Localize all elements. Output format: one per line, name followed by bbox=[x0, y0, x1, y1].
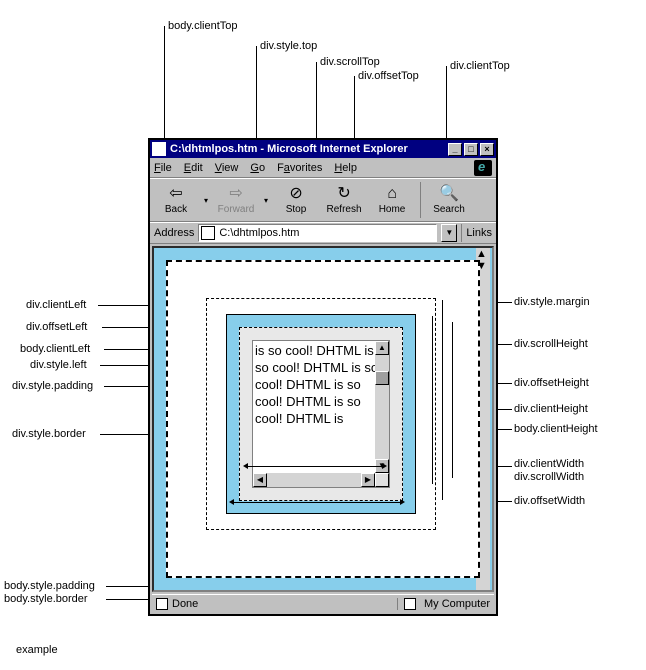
label-body-clientHeight: body.clientHeight bbox=[514, 423, 598, 435]
label-div-offsetHeight: div.offsetHeight bbox=[514, 377, 589, 389]
label-div-style-padding: div.style.padding bbox=[12, 380, 93, 392]
label-body-clientLeft: body.clientLeft bbox=[20, 343, 90, 355]
refresh-button[interactable]: ↻Refresh bbox=[324, 186, 364, 215]
search-button[interactable]: 🔍Search bbox=[429, 186, 469, 215]
menu-favorites[interactable]: Favorites bbox=[277, 162, 322, 174]
label-body-style-padding: body.style.padding bbox=[4, 580, 95, 592]
home-button[interactable]: ⌂Home bbox=[372, 186, 412, 215]
scroll-corner bbox=[375, 473, 389, 487]
zone-text: My Computer bbox=[424, 598, 490, 610]
arrow bbox=[243, 463, 248, 469]
menu-go[interactable]: Go bbox=[250, 162, 265, 174]
maximize-button[interactable]: □ bbox=[464, 143, 478, 156]
div-text: is so cool! DHTML is so cool! DHTML is s… bbox=[255, 343, 378, 426]
address-field[interactable]: C:\dhtmlpos.htm bbox=[198, 224, 437, 242]
label-div-clientTop: div.clientTop bbox=[450, 60, 510, 72]
scroll-right-button[interactable]: ▶ bbox=[361, 473, 375, 487]
menu-view[interactable]: View bbox=[215, 162, 239, 174]
status-icon bbox=[156, 598, 168, 610]
label-body-clientTop: body.clientTop bbox=[168, 20, 238, 32]
menubar: File Edit View Go Favorites Help bbox=[150, 158, 496, 178]
ie-logo-icon bbox=[474, 160, 492, 176]
links-label[interactable]: Links bbox=[466, 227, 492, 239]
label-div-scrollTop: div.scrollTop bbox=[320, 56, 380, 68]
arrow bbox=[229, 499, 234, 505]
label-div-scrollWidth: div.scrollWidth bbox=[514, 471, 584, 483]
div-padding-box: is so cool! DHTML is so cool! DHTML is s… bbox=[239, 327, 403, 501]
label-div-offsetTop: div.offsetTop bbox=[358, 70, 419, 82]
window-title: C:\dhtmlpos.htm - Microsoft Internet Exp… bbox=[170, 143, 408, 155]
address-label: Address bbox=[154, 227, 194, 239]
label-div-clientHeight: div.clientHeight bbox=[514, 403, 588, 415]
label-div-style-left: div.style.left bbox=[30, 359, 87, 371]
div-scrollbar-vertical[interactable]: ▲ ▼ bbox=[375, 341, 389, 473]
dim-div-clientHeight bbox=[452, 322, 453, 478]
arrow bbox=[400, 499, 405, 505]
scroll-up-button[interactable]: ▲ bbox=[375, 341, 389, 355]
label-div-style-border: div.style.border bbox=[12, 428, 86, 440]
page-icon bbox=[201, 226, 215, 240]
label-div-style-top: div.style.top bbox=[260, 40, 317, 52]
leader bbox=[104, 349, 154, 350]
ie-window: C:\dhtmlpos.htm - Microsoft Internet Exp… bbox=[148, 138, 498, 616]
scroll-left-button[interactable]: ◀ bbox=[253, 473, 267, 487]
div-element: is so cool! DHTML is so cool! DHTML is s… bbox=[226, 314, 416, 514]
address-value: C:\dhtmlpos.htm bbox=[219, 227, 299, 239]
label-div-clientLeft: div.clientLeft bbox=[26, 299, 86, 311]
titlebar: C:\dhtmlpos.htm - Microsoft Internet Exp… bbox=[150, 140, 496, 158]
dim-div-offsetWidth bbox=[232, 502, 402, 503]
dim-div-clientWidth bbox=[246, 466, 384, 467]
label-div-style-margin: div.style.margin bbox=[514, 296, 590, 308]
status-text: Done bbox=[172, 598, 198, 610]
arrow bbox=[382, 463, 387, 469]
address-bar: Address C:\dhtmlpos.htm ▼ Links bbox=[150, 222, 496, 244]
label-div-offsetWidth: div.offsetWidth bbox=[514, 495, 585, 507]
caption: example bbox=[16, 644, 58, 656]
close-button[interactable]: × bbox=[480, 143, 494, 156]
div-scrollbar-horizontal[interactable]: ◀ ▶ bbox=[253, 473, 389, 487]
toolbar: ⇦Back ▾ ⇨Forward ▾ ⊘Stop ↻Refresh ⌂Home … bbox=[150, 178, 496, 222]
address-dropdown-button[interactable]: ▼ bbox=[441, 224, 457, 242]
minimize-button[interactable]: _ bbox=[448, 143, 462, 156]
status-bar: Done My Computer bbox=[152, 594, 494, 612]
stop-button[interactable]: ⊘Stop bbox=[276, 186, 316, 215]
back-button[interactable]: ⇦Back bbox=[156, 186, 196, 215]
label-div-clientWidth: div.clientWidth bbox=[514, 458, 584, 470]
scroll-thumb[interactable] bbox=[375, 371, 389, 385]
scroll-up-button[interactable]: ▲ bbox=[476, 248, 490, 260]
window-icon bbox=[152, 142, 166, 156]
dim-div-offsetHeight bbox=[442, 300, 443, 500]
forward-button[interactable]: ⇨Forward bbox=[216, 186, 256, 215]
label-div-offsetLeft: div.offsetLeft bbox=[26, 321, 87, 333]
leader bbox=[106, 599, 154, 600]
dim-div-scrollHeight bbox=[432, 316, 433, 484]
label-div-scrollHeight: div.scrollHeight bbox=[514, 338, 588, 350]
zone-icon bbox=[404, 598, 416, 610]
menu-help[interactable]: Help bbox=[334, 162, 357, 174]
menu-edit[interactable]: Edit bbox=[184, 162, 203, 174]
label-body-style-border: body.style.border bbox=[4, 593, 88, 605]
menu-file[interactable]: File bbox=[154, 162, 172, 174]
